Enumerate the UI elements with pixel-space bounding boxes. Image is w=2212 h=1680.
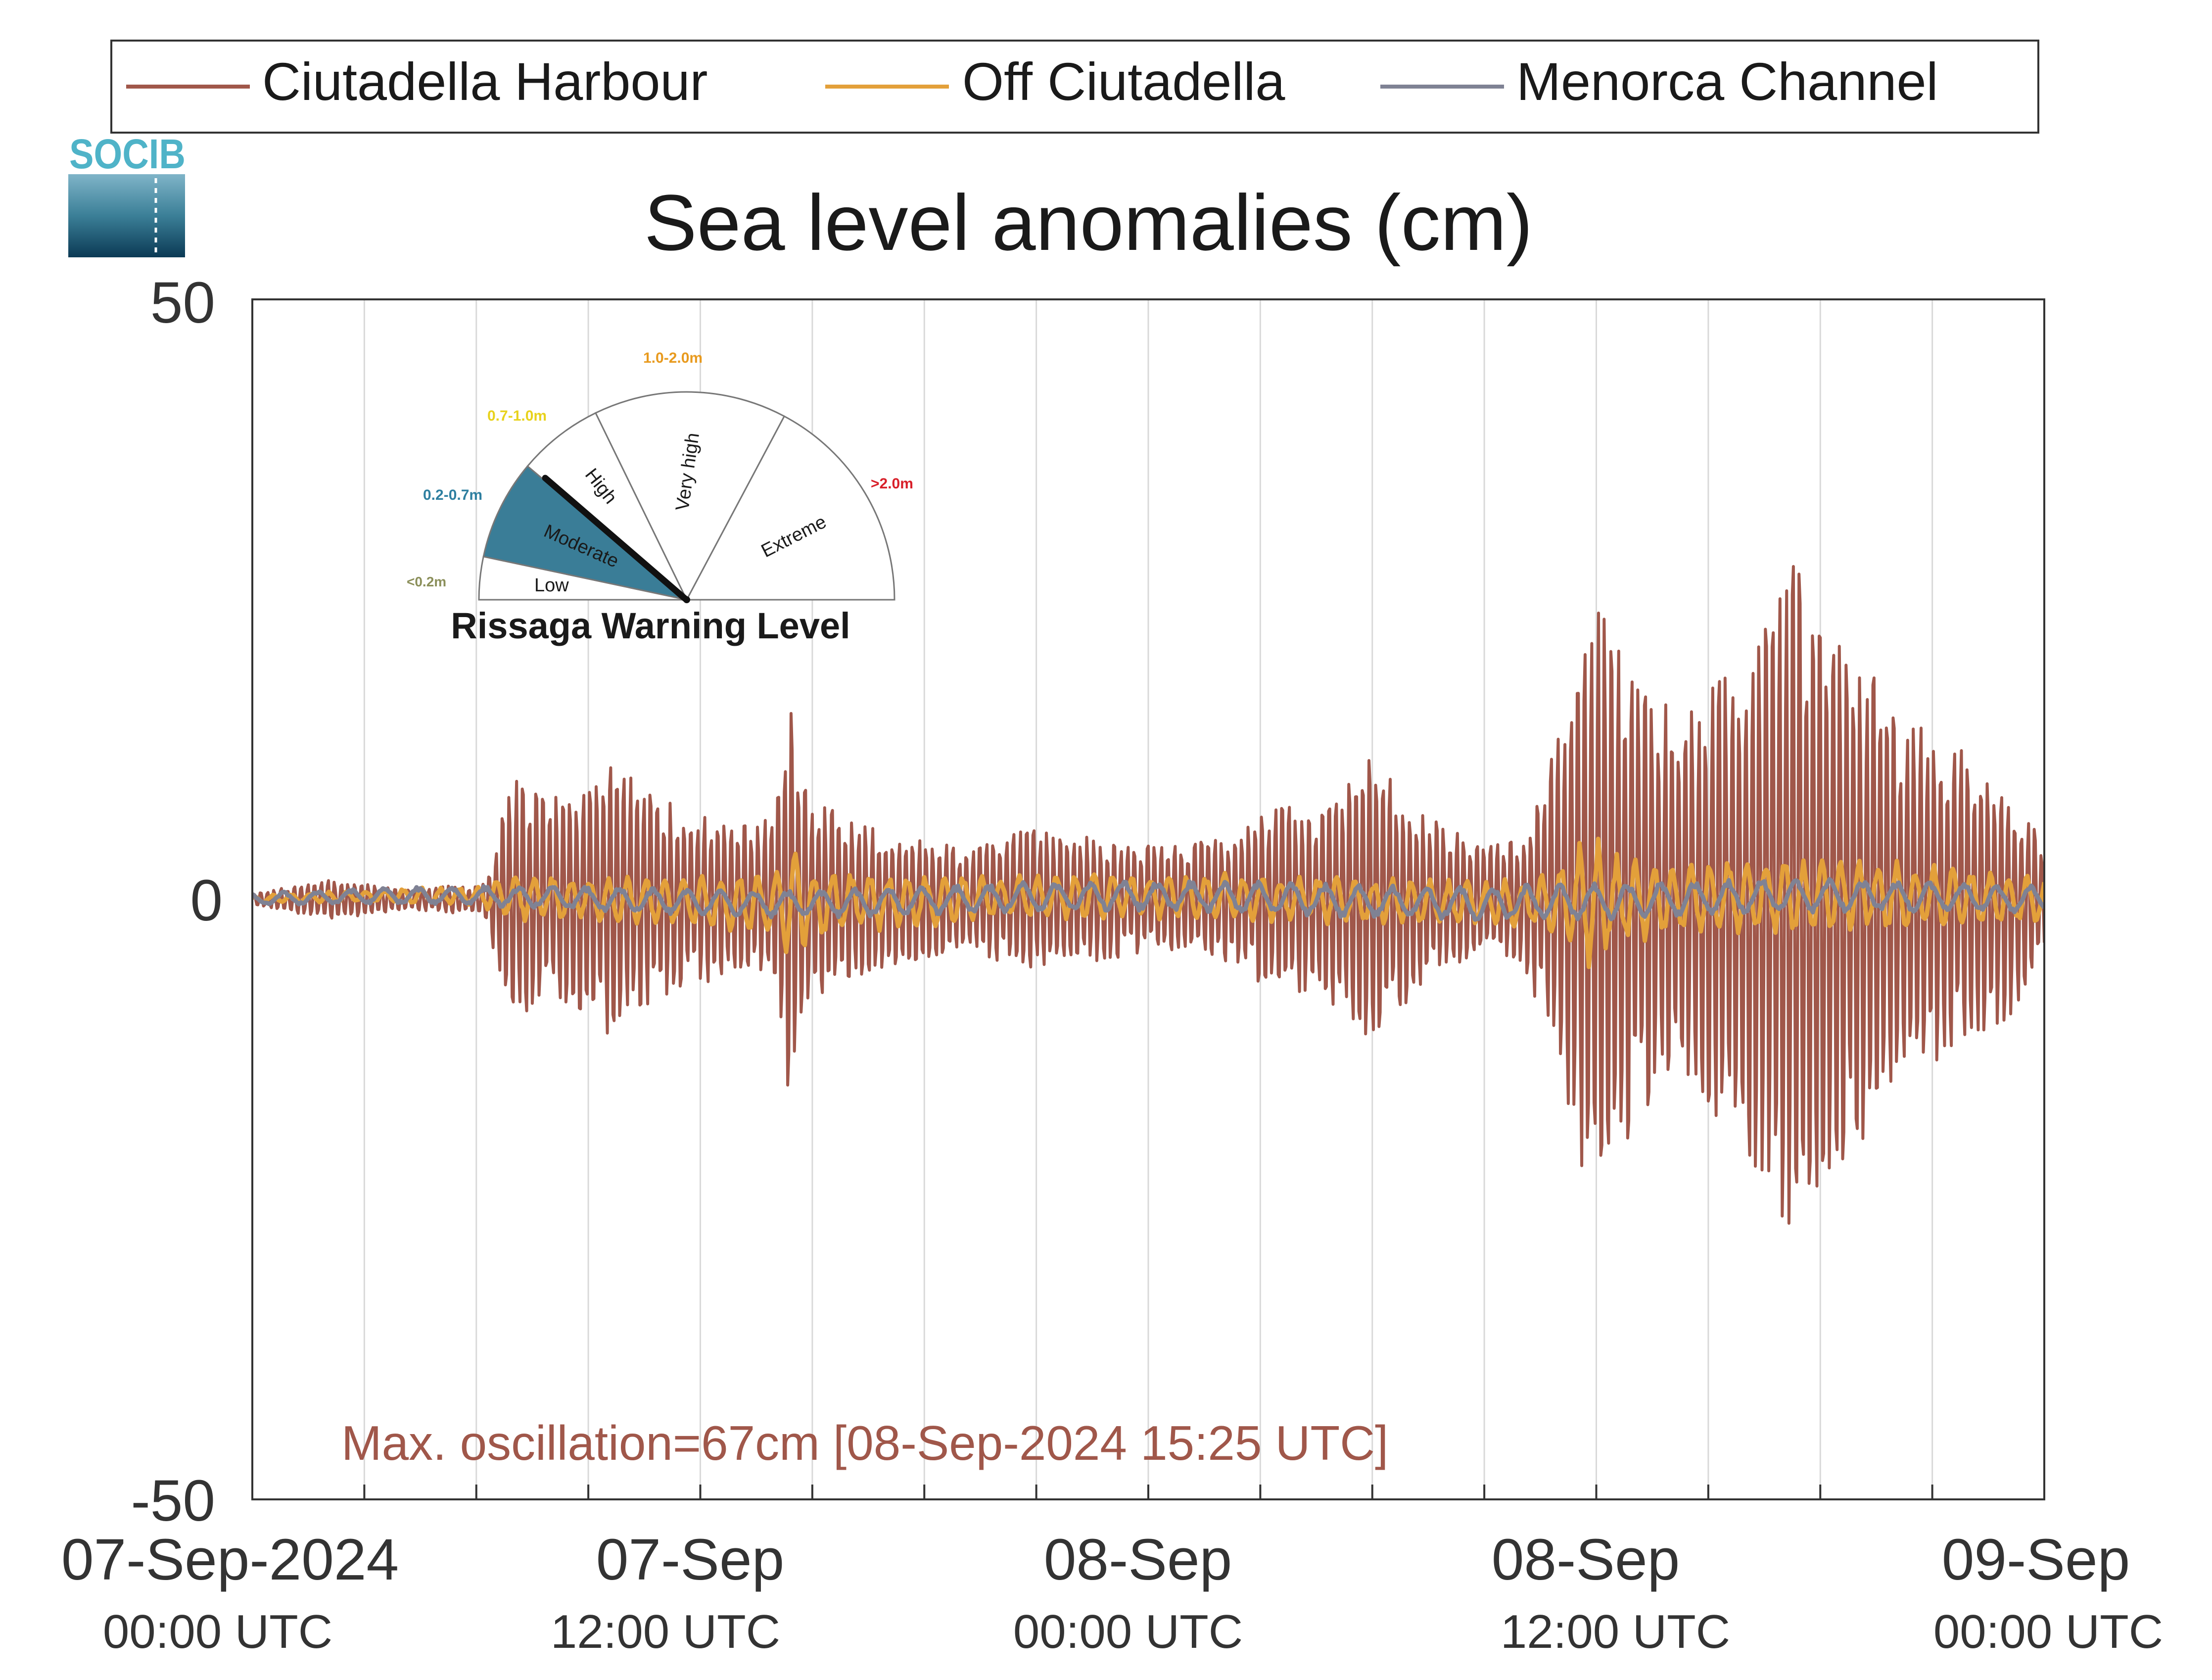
gauge-range-extreme: >2.0m <box>871 476 913 492</box>
gauge-pivot <box>683 596 690 603</box>
x-tick-marks <box>363 1485 1933 1499</box>
gauge-label-low: Low <box>534 575 569 596</box>
gauge-needle <box>542 475 689 602</box>
x-tick-label-1-time: 12:00 UTC <box>551 1605 780 1658</box>
legend-label-off-ciutadella: Off Ciutadella <box>962 51 1285 111</box>
logo-wave-block <box>68 174 185 257</box>
y-tick-label-minus-50: -50 <box>131 1468 215 1534</box>
x-tick-label-0-date: 07-Sep-2024 <box>61 1527 399 1592</box>
gauge-sector-high <box>526 412 688 601</box>
y-tick-label-50: 50 <box>150 270 215 336</box>
series-line-menorca-channel <box>252 877 2044 922</box>
x-tick-label-3-date: 08-Sep <box>1492 1527 1680 1592</box>
x-tick-label-2-time: 00:00 UTC <box>1013 1605 1243 1658</box>
series-line-off-ciutadella <box>252 836 2044 969</box>
x-tick-label-1-date: 07-Sep <box>596 1527 785 1592</box>
gauge-sector-extreme <box>685 415 895 601</box>
gauge-sector-moderate <box>482 465 687 601</box>
logo-text: SOCIB <box>69 131 186 177</box>
x-tick-label-4-time: 00:00 UTC <box>1933 1605 2163 1658</box>
legend-label-ciutadella-harbour: Ciutadella Harbour <box>262 51 708 111</box>
legend-label-menorca-channel: Menorca Channel <box>1516 51 1938 111</box>
gauge-range-high: 0.7-1.0m <box>487 408 547 424</box>
legend: Ciutadella Harbour Off Ciutadella Menorc… <box>110 40 2039 134</box>
x-tick-label-3-time: 12:00 UTC <box>1501 1605 1730 1658</box>
gauge-range-moderate: 0.2-0.7m <box>423 487 482 503</box>
chart-title: Sea level anomalies (cm) <box>644 178 1533 267</box>
y-tick-label-0: 0 <box>190 868 223 933</box>
x-tick-label-0-time: 00:00 UTC <box>103 1605 332 1658</box>
legend-box <box>110 40 2039 134</box>
x-tick-label-4-date: 09-Sep <box>1942 1527 2130 1592</box>
rissaga-gauge: Low Moderate High Very high Extreme <0.2… <box>407 350 913 646</box>
gauge-sectors <box>478 391 895 602</box>
series-line-ciutadella-harbour <box>252 565 2044 1225</box>
gauge-range-low: <0.2m <box>407 574 446 589</box>
max-oscillation-annotation: Max. oscillation=67cm [08-Sep-2024 15:25… <box>341 1416 1388 1470</box>
x-tick-label-2-date: 08-Sep <box>1044 1527 1232 1592</box>
gauge-title: Rissaga Warning Level <box>451 605 850 646</box>
gauge-range-very-high: 1.0-2.0m <box>643 350 703 366</box>
gauge-sector-very-high <box>594 391 786 602</box>
socib-logo: SOCIB <box>68 131 186 257</box>
